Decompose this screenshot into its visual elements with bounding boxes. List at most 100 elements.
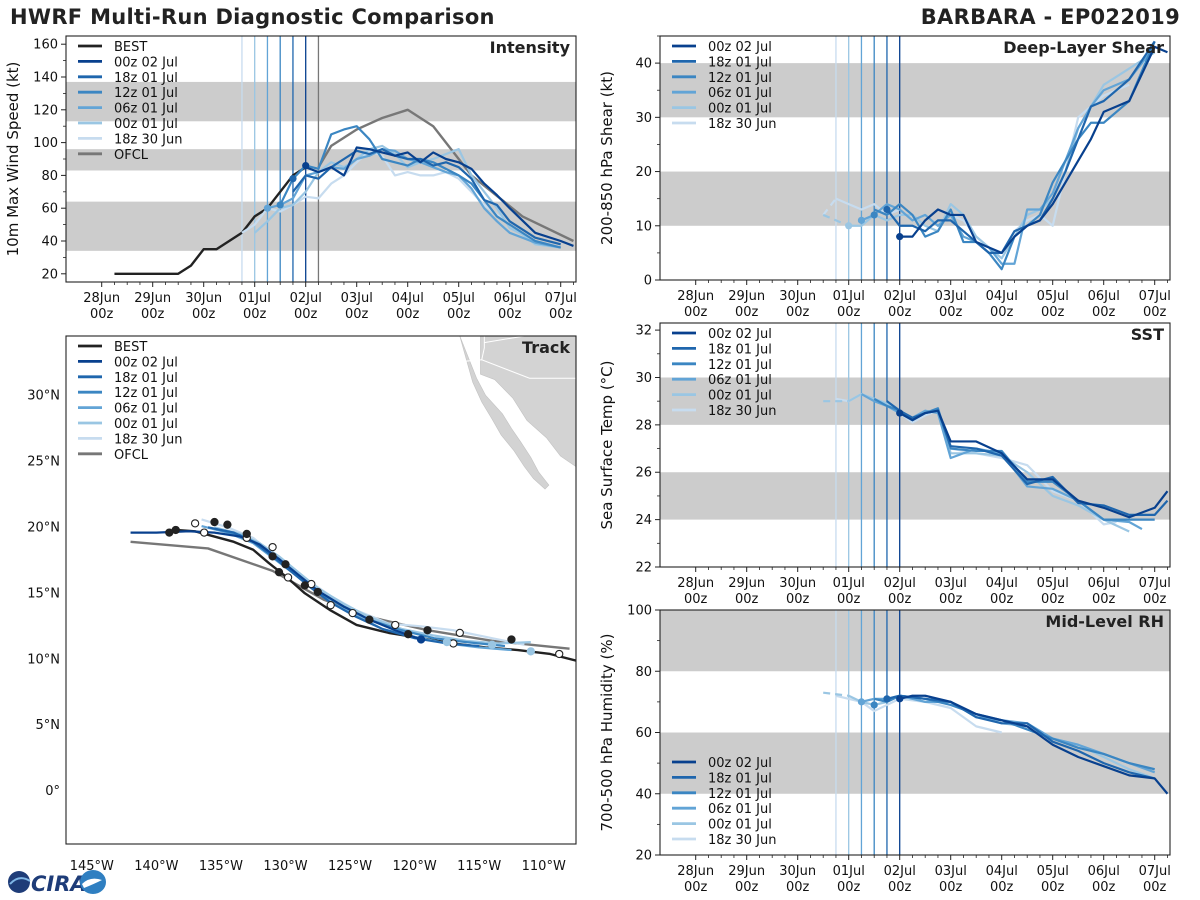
panel-title: Mid-Level RH	[1045, 612, 1164, 631]
x-tick-label: 00z	[1143, 592, 1167, 607]
track-point	[274, 568, 284, 577]
series-00z-01-jul	[214, 526, 531, 645]
shade-band	[660, 610, 1170, 672]
legend-label: 18z 30 Jun	[114, 132, 183, 147]
track-point	[283, 573, 293, 582]
legend-label: 06z 01 Jul	[114, 402, 178, 417]
legend-label: 00z 02 Jul	[114, 355, 178, 370]
plot-area	[66, 36, 576, 282]
track-point	[242, 529, 251, 539]
track-point	[507, 635, 516, 644]
x-tick-label: 145°W	[70, 859, 114, 874]
track-point	[404, 630, 413, 639]
series-00z-02-jul	[305, 146, 574, 247]
x-tick-label: 00z	[786, 305, 810, 320]
y-axis-label: 10m Max Wind Speed (kt)	[4, 62, 22, 257]
plot-area	[660, 610, 1170, 855]
y-tick-label: 24	[635, 513, 652, 528]
series-06z-01-jul	[861, 46, 1156, 265]
plot-area	[660, 323, 1170, 567]
legend-label: 12z 01 Jul	[114, 386, 178, 401]
x-tick-label: 00z	[939, 592, 963, 607]
y-tick-label: 100	[627, 604, 652, 619]
legend-label: 00z 02 Jul	[708, 756, 772, 771]
x-tick-label: 05Jul	[1037, 864, 1069, 879]
x-tick-label: 00z	[243, 307, 267, 322]
track-point	[455, 628, 464, 638]
init-marker	[883, 205, 891, 214]
x-tick-label: 00z	[1041, 592, 1065, 607]
panel-title: SST	[1131, 325, 1164, 344]
x-tick-label: 04Jul	[986, 864, 1018, 879]
x-tick-label: 03Jul	[935, 864, 967, 879]
init-marker	[302, 161, 310, 170]
series-00z-02-jul	[899, 409, 1169, 519]
y-tick-label: 40	[41, 235, 58, 250]
series-18z-30-jun	[822, 197, 837, 216]
x-tick-label: 115°W	[457, 859, 501, 874]
logo-globe-icon	[8, 871, 30, 893]
x-tick-label: 00z	[684, 880, 708, 895]
legend-label: 12z 01 Jul	[708, 787, 772, 802]
track-point	[487, 640, 497, 649]
x-tick-label: 00z	[1143, 880, 1167, 895]
legend-label: 00z 01 Jul	[114, 417, 178, 432]
x-tick-label: 130°W	[263, 859, 307, 874]
border-line	[414, 336, 485, 360]
init-marker	[896, 695, 904, 703]
panel-title: Deep-Layer Shear	[1003, 38, 1164, 57]
legend-label: 18z 30 Jun	[708, 833, 777, 848]
shade-band	[660, 732, 1170, 794]
land-mass	[459, 336, 550, 490]
x-tick-label: 00z	[90, 307, 114, 322]
legend-label: BEST	[114, 340, 147, 355]
x-tick-label: 01Jul	[239, 291, 271, 306]
shade-band	[660, 472, 1170, 520]
track-point	[190, 519, 200, 528]
legend-label: 18z 30 Jun	[708, 404, 777, 419]
x-tick-label: 120°W	[393, 859, 437, 874]
track-point	[416, 635, 426, 644]
y-tick-label: 0	[644, 274, 652, 289]
init-marker	[289, 175, 297, 183]
track-point	[348, 608, 357, 618]
y-tick-label: 100	[33, 136, 58, 151]
track-point	[313, 587, 322, 597]
x-tick-label: 06Jul	[1088, 289, 1120, 304]
y-tick-label: 20	[635, 165, 652, 180]
legend-label: OFCL	[114, 448, 149, 463]
legend-label: 12z 01 Jul	[708, 358, 772, 373]
x-tick-label: 29Jun	[134, 291, 171, 306]
legend-label: 06z 01 Jul	[114, 102, 178, 117]
x-tick-label: 00z	[735, 592, 759, 607]
legend-label: 00z 02 Jul	[708, 40, 772, 55]
init-marker	[263, 204, 272, 212]
shade-band	[660, 63, 1170, 118]
series-18z-01-jul	[292, 148, 561, 246]
y-tick-label: 30	[635, 371, 652, 386]
figure-title: HWRF Multi-Run Diagnostic Comparison	[10, 5, 495, 29]
x-tick-label: 03Jul	[935, 576, 967, 591]
series-00z-02-jul	[899, 694, 1169, 795]
legend-label: 06z 01 Jul	[708, 86, 772, 101]
y-tick-label: 80	[41, 169, 58, 184]
x-tick-label: 00z	[888, 305, 912, 320]
y-tick-label: 26	[635, 466, 652, 481]
init-marker	[857, 698, 866, 706]
y-tick-label: 80	[635, 665, 652, 680]
x-tick-label: 00z	[1041, 880, 1065, 895]
x-tick-label: 00z	[684, 305, 708, 320]
series-best	[114, 166, 307, 275]
series-12z-01-jul	[279, 125, 561, 249]
y-tick-label: 10°N	[27, 652, 60, 667]
x-tick-label: 00z	[837, 592, 861, 607]
chart-rh: 2040608010028Jun00z29Jun00z30Jun00z01Jul…	[598, 604, 1171, 896]
plot-area	[660, 36, 1170, 280]
track-point	[526, 647, 535, 656]
legend-label: 00z 01 Jul	[708, 389, 772, 404]
y-tick-label: 40	[635, 57, 652, 72]
panel-title: Track	[522, 338, 570, 357]
series-18z-30-jun	[835, 83, 1130, 254]
